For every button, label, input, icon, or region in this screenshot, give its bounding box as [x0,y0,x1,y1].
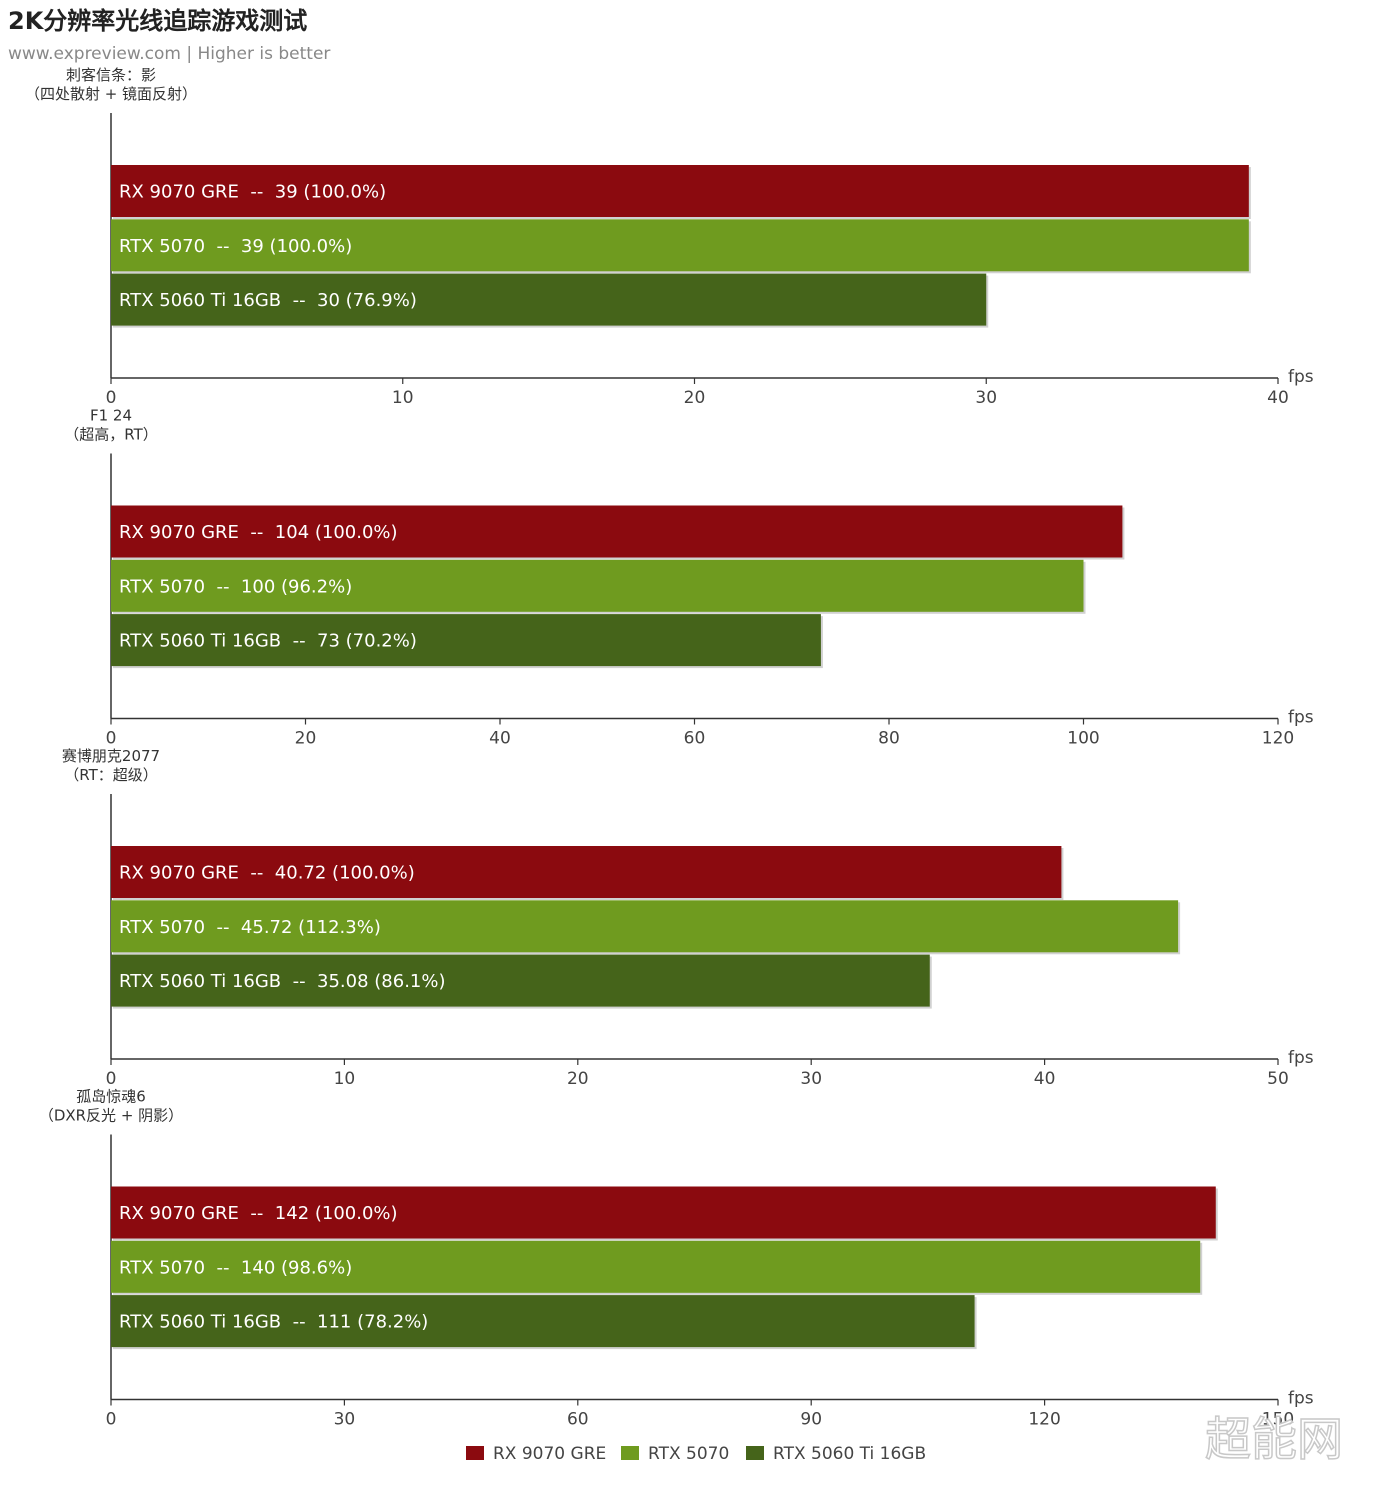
x-tick-label: 50 [1267,1069,1289,1089]
bar-data-label: RTX 5060 Ti 16GB -- 111 (78.2%) [119,1312,428,1333]
x-tick-label: 100 [1067,729,1099,749]
watermark: 超能网 [1205,1412,1343,1466]
x-tick-label: 0 [106,1410,117,1430]
legend-swatch [466,1446,484,1460]
legend-swatch [621,1446,639,1460]
bar-data-label: RTX 5070 -- 100 (96.2%) [119,576,352,597]
unit-label: fps [1288,708,1314,728]
panel-title-line: （超高，RT） [64,426,158,444]
x-tick-label: 0 [106,729,117,749]
bar-rtx-5060-ti-16gb [111,954,930,1007]
unit-label: fps [1288,1048,1314,1068]
bar-rtx-5070 [111,219,1249,272]
x-tick-label: 90 [800,1410,822,1430]
legend-label: RTX 5060 Ti 16GB [773,1444,926,1464]
bar-rx-9070-gre [111,505,1123,558]
bar-rx-9070-gre [111,1186,1216,1239]
panel-title-line: （DXR反光 + 阴影） [39,1107,183,1125]
x-tick-label: 120 [1262,729,1294,749]
panel-title-line: （四处散射 + 镜面反射） [25,85,197,103]
bar-data-label: RX 9070 GRE -- 104 (100.0%) [119,522,398,543]
panel-title-line: 刺客信条：影 [66,66,156,84]
panel-title-line: 孤岛惊魂6 [76,1088,146,1106]
x-tick-label: 20 [567,1069,589,1089]
bar-data-label: RTX 5070 -- 45.72 (112.3%) [119,917,381,938]
bar-data-label: RX 9070 GRE -- 39 (100.0%) [119,182,386,203]
legend-swatch [746,1446,764,1460]
x-tick-label: 20 [684,388,706,408]
x-tick-label: 60 [567,1410,589,1430]
x-tick-label: 0 [106,388,117,408]
bar-rtx-5070 [111,1240,1201,1293]
unit-label: fps [1288,1389,1314,1409]
legend-label: RX 9070 GRE [493,1444,606,1464]
bar-data-label: RTX 5060 Ti 16GB -- 35.08 (86.1%) [119,971,446,992]
bar-data-label: RTX 5060 Ti 16GB -- 30 (76.9%) [119,290,417,311]
x-tick-label: 10 [392,388,414,408]
panel-title-line: F1 24 [90,407,132,425]
bar-rtx-5060-ti-16gb [111,614,821,667]
x-tick-label: 60 [684,729,706,749]
bar-rtx-5070 [111,559,1084,612]
x-tick-label: 40 [1267,388,1289,408]
bar-data-label: RTX 5060 Ti 16GB -- 73 (70.2%) [119,631,417,652]
bar-data-label: RX 9070 GRE -- 40.72 (100.0%) [119,863,415,884]
x-tick-label: 0 [106,1069,117,1089]
bar-rtx-5070 [111,900,1179,953]
bar-data-label: RTX 5070 -- 140 (98.6%) [119,1257,352,1278]
x-tick-label: 20 [295,729,317,749]
x-tick-label: 30 [334,1410,356,1430]
unit-label: fps [1288,367,1314,387]
chart-title: 2K分辨率光线追踪游戏测试 [8,7,307,35]
panel-title-line: 赛博朋克2077 [62,747,160,765]
x-tick-label: 40 [489,729,511,749]
bar-data-label: RTX 5070 -- 39 (100.0%) [119,236,352,257]
x-tick-label: 80 [878,729,900,749]
chart-subtitle: www.expreview.com | Higher is better [8,44,330,64]
bar-rtx-5060-ti-16gb [111,1295,975,1348]
bar-rx-9070-gre [111,846,1062,898]
x-tick-label: 10 [334,1069,356,1089]
x-tick-label: 30 [800,1069,822,1089]
panel-title-line: （RT：超级） [64,766,158,784]
x-tick-label: 30 [975,388,997,408]
bar-data-label: RX 9070 GRE -- 142 (100.0%) [119,1203,398,1224]
bar-rx-9070-gre [111,165,1249,217]
legend: RX 9070 GRE RTX 5070 RTX 5060 Ti 16GB [466,1444,926,1464]
x-tick-label: 150 [1262,1410,1294,1430]
bar-rtx-5060-ti-16gb [111,273,987,326]
legend-label: RTX 5070 [648,1444,729,1464]
x-tick-label: 120 [1028,1410,1060,1430]
x-tick-label: 40 [1034,1069,1056,1089]
